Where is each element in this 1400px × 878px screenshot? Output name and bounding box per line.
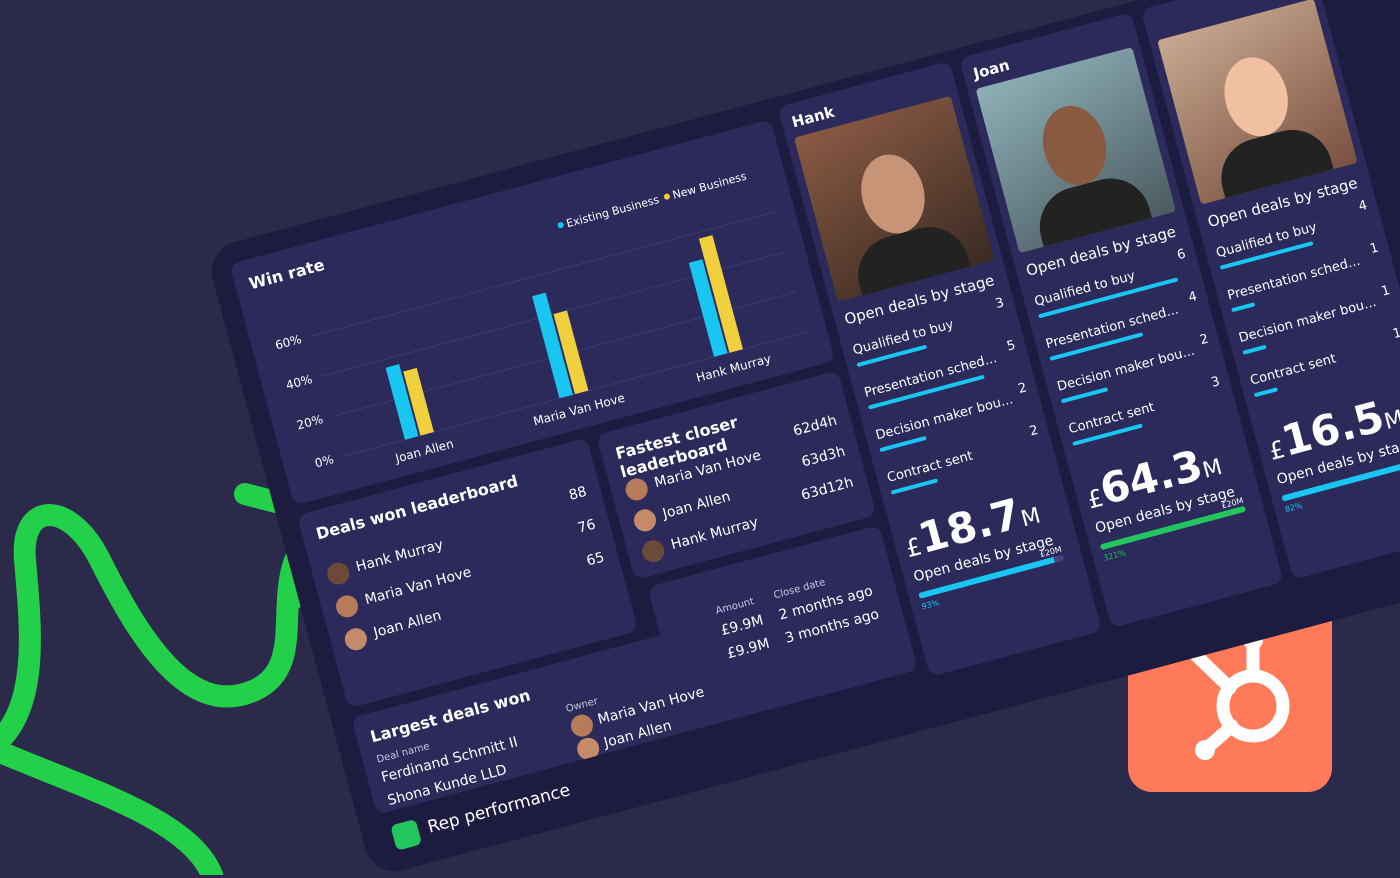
stage-bar	[1242, 344, 1267, 355]
avatar	[324, 560, 352, 588]
stage-count: 3	[1209, 374, 1222, 391]
x-tick-label: Maria Van Hove	[532, 391, 626, 429]
photo-face	[852, 147, 934, 241]
stage-count: 1	[1391, 325, 1400, 343]
rep-photo	[1157, 0, 1358, 205]
deals-count: 76	[576, 516, 598, 537]
y-tick-label: 20%	[295, 412, 324, 432]
deals-count: 65	[584, 549, 607, 570]
stage-count: 2	[1016, 380, 1029, 397]
stage-count: 2	[1198, 331, 1211, 349]
x-tick-label: Joan Allen	[393, 437, 455, 466]
y-tick-label: 0%	[313, 452, 335, 470]
bar	[553, 310, 589, 395]
grid-line	[310, 211, 775, 337]
y-tick-label: 60%	[274, 332, 303, 352]
avatar	[623, 475, 651, 503]
logo	[390, 818, 423, 851]
stage-count: 4	[1186, 289, 1199, 306]
stage-count: 2	[1028, 422, 1040, 440]
photo-face	[1215, 50, 1297, 144]
progress-label: 93%	[920, 598, 941, 612]
progress-label: 82%	[1283, 500, 1304, 515]
stage-count: 1	[1368, 240, 1381, 258]
rep-name: Joan Allen	[660, 488, 733, 523]
bar	[403, 367, 434, 436]
legend-dot	[557, 222, 564, 229]
deals-count: 88	[567, 483, 589, 504]
bar	[532, 292, 573, 399]
rep-name: Joan	[971, 55, 1012, 83]
stage-bar	[1253, 387, 1279, 398]
avatar	[333, 592, 361, 620]
bar	[688, 259, 728, 357]
x-tick-label: Hank Murray	[695, 352, 773, 385]
bar	[385, 364, 419, 440]
rep-photo	[975, 47, 1177, 254]
progress-label: 321%	[1102, 548, 1127, 563]
stage-count: 6	[1175, 246, 1188, 264]
legend-label: Existing Business	[565, 193, 661, 230]
avatar	[631, 506, 659, 534]
y-tick-label: 40%	[284, 372, 313, 392]
stage-count: 5	[1005, 337, 1018, 355]
dashboard: Win rate 0% 20% 40% 60% Existing Business New …	[205, 0, 1400, 878]
legend-dot	[663, 193, 670, 200]
rep-name: Joan Allen	[371, 607, 444, 642]
bar	[698, 235, 743, 353]
rep-photo	[794, 95, 995, 302]
avatar	[639, 537, 667, 565]
stage-count: 1	[1379, 282, 1392, 300]
chart-title: Win rate	[247, 255, 327, 293]
stage-bar	[1231, 302, 1256, 313]
legend-label: New Business	[671, 170, 748, 202]
avatar	[342, 625, 370, 653]
stage-count: 3	[993, 295, 1006, 312]
photo-face	[1034, 98, 1115, 193]
stage-count: 4	[1357, 197, 1369, 215]
